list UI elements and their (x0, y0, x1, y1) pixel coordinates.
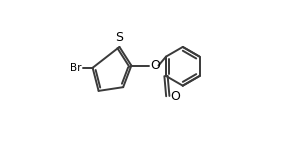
Text: O: O (170, 90, 180, 103)
Text: S: S (115, 31, 123, 44)
Text: Br: Br (70, 63, 82, 73)
Text: O: O (150, 59, 160, 72)
